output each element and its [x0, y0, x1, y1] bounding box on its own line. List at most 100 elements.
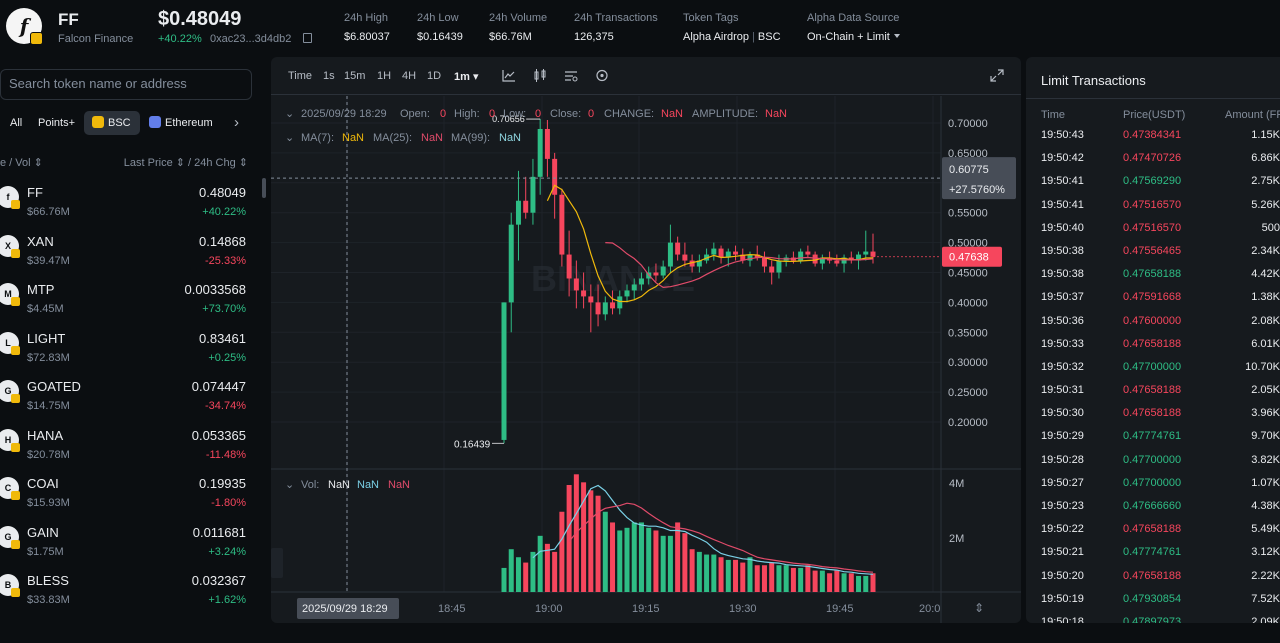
- ma7-value: NaN: [342, 132, 364, 144]
- candle-body: [761, 257, 767, 267]
- candle-body: [711, 248, 717, 255]
- info-amplitude: NaN: [765, 108, 787, 120]
- data-source-select[interactable]: On-Chain + Limit: [807, 31, 900, 43]
- bsc-badge-icon: [11, 442, 20, 452]
- token-change: -1.80%: [211, 497, 246, 509]
- trade-price: 0.47658188: [1123, 268, 1182, 281]
- filter-ethereum[interactable]: Ethereum: [149, 111, 213, 135]
- price-axis-tick: 0.40000: [948, 297, 988, 309]
- collapse-ma-icon: ⌄: [285, 132, 294, 144]
- token-row[interactable]: B BLESS $33.83M 0.032367 +1.62%: [0, 569, 252, 618]
- line-chart-icon[interactable]: [502, 69, 516, 82]
- chart-panel: Time 1s 15m 1H 4H 1D 1m ▾ 0.70000 0.65000…: [271, 57, 1021, 623]
- volume-bar: [523, 562, 529, 592]
- volume-bar: [501, 567, 507, 592]
- token-row[interactable]: M MTP $4.45M 0.0033568 +73.70%: [0, 278, 252, 327]
- alpha-data-source[interactable]: Alpha Data Source On-Chain + Limit: [807, 12, 900, 43]
- token-row[interactable]: H HANA $20.78M 0.053365 -11.48%: [0, 424, 252, 473]
- chevron-right-icon[interactable]: ›: [234, 114, 239, 131]
- trade-price: 0.47516570: [1123, 198, 1182, 211]
- copy-icon[interactable]: [303, 33, 312, 43]
- candle-body: [841, 257, 847, 264]
- candle-body: [501, 302, 507, 440]
- token-row[interactable]: G GAIN $1.75M 0.011681 +3.24%: [0, 521, 252, 570]
- filter-all[interactable]: All: [10, 117, 23, 129]
- candle-body: [856, 254, 862, 261]
- volume-axis-tick: 2M: [949, 533, 964, 545]
- token-row[interactable]: G GOATED $14.75M 0.074447 -34.74%: [0, 375, 252, 424]
- volume-bar: [610, 522, 616, 592]
- volume-bar: [856, 575, 862, 592]
- timeframe-time[interactable]: Time: [288, 70, 313, 82]
- candle-body: [573, 278, 579, 291]
- trade-row: 19:50:19 0.47930854 7.52K: [1026, 593, 1280, 616]
- trade-price: 0.47897973: [1123, 615, 1182, 623]
- trade-time: 19:50:41: [1041, 175, 1084, 188]
- bsc-badge-icon: [11, 248, 20, 258]
- volume-bar: [537, 535, 543, 592]
- bsc-badge-icon: [11, 394, 20, 403]
- timeframe-4h[interactable]: 4H: [402, 70, 417, 82]
- sort-volume[interactable]: e / Vol ⇕: [0, 157, 43, 169]
- volume-bar: [718, 557, 724, 592]
- token-list: f FF $66.76M 0.48049 +40.22% X XAN $39.47M 0.148…: [0, 181, 252, 618]
- token-volume: $20.78M: [27, 448, 70, 461]
- scrollbar[interactable]: [262, 178, 266, 198]
- token-row[interactable]: X XAN $39.47M 0.14868 -25.33%: [0, 230, 252, 279]
- token-row[interactable]: L LIGHT $72.83M 0.83461 +0.25%: [0, 327, 252, 376]
- contract-address[interactable]: 0xac23...3d4db2: [210, 33, 292, 45]
- candle-body: [682, 254, 688, 261]
- price-axis-tick: 0.70000: [948, 118, 988, 130]
- bsc-icon: [92, 116, 104, 128]
- token-row[interactable]: f FF $66.76M 0.48049 +40.22%: [0, 181, 252, 230]
- token-change: +3.24%: [208, 545, 246, 558]
- token-symbol: COAI: [27, 476, 59, 491]
- trade-time: 19:50:32: [1041, 360, 1084, 373]
- volume-bar: [704, 554, 710, 592]
- volume-bar: [754, 565, 760, 592]
- volume-bar: [776, 565, 782, 592]
- candlestick-icon[interactable]: [533, 69, 547, 82]
- trade-amount: 3.96K: [1251, 407, 1280, 420]
- indicators-icon[interactable]: [564, 69, 578, 82]
- volume-bar: [638, 522, 644, 592]
- timeframe-1d[interactable]: 1D: [427, 70, 442, 82]
- token-symbol: FF: [58, 10, 79, 29]
- timeframe-1h[interactable]: 1H: [377, 70, 392, 82]
- timeframe-15m[interactable]: 15m: [344, 70, 366, 82]
- crosshair-price-box: [942, 157, 1016, 200]
- volume-bar: [783, 565, 789, 592]
- search-box[interactable]: [0, 69, 252, 100]
- volume-bar: [566, 485, 572, 592]
- candle-body: [834, 260, 840, 264]
- volume-bar: [805, 565, 811, 592]
- settings-icon[interactable]: [595, 69, 609, 82]
- timeframe-1m[interactable]: 1m ▾: [454, 71, 479, 83]
- token-list-panel: All Points+ BSC Ethereum › e / Vol ⇕ Las…: [0, 57, 266, 623]
- trade-row: 19:50:43 0.47384341 1.15K: [1026, 129, 1280, 152]
- info-date: 2025/09/29 18:29: [301, 108, 387, 120]
- trade-amount: 1.15K: [1251, 129, 1280, 141]
- filter-bsc[interactable]: BSC: [84, 111, 140, 135]
- trade-price: 0.47700000: [1123, 453, 1182, 466]
- trade-amount: 6.86K: [1251, 152, 1280, 165]
- filter-points[interactable]: Points+: [38, 117, 75, 129]
- price-chart[interactable]: 0.700000.650000.600000.550000.500000.450…: [271, 96, 1021, 623]
- token-volume: $4.45M: [27, 303, 64, 315]
- fullscreen-icon[interactable]: [990, 69, 1004, 82]
- volume-bar: [602, 511, 608, 592]
- trade-amount: 3.82K: [1251, 453, 1280, 466]
- trade-time: 19:50:23: [1041, 500, 1084, 512]
- candle-body: [754, 254, 760, 258]
- sort-price-change[interactable]: Last Price ⇕ / 24h Chg ⇕: [123, 157, 248, 169]
- token-tags-label: Token Tags: [683, 12, 739, 24]
- token-symbol: LIGHT: [27, 330, 66, 346]
- token-row[interactable]: C COAI $15.93M 0.19935 -1.80%: [0, 472, 252, 521]
- timeframe-1s[interactable]: 1s: [323, 70, 335, 82]
- search-input[interactable]: [9, 76, 245, 91]
- volume-bar: [870, 573, 876, 592]
- trade-row: 19:50:33 0.47658188 6.01K: [1026, 338, 1280, 361]
- trade-time: 19:50:40: [1041, 221, 1084, 234]
- trade-row: 19:50:38 0.47658188 4.42K: [1026, 268, 1280, 291]
- trade-amount: 10.70K: [1245, 360, 1280, 373]
